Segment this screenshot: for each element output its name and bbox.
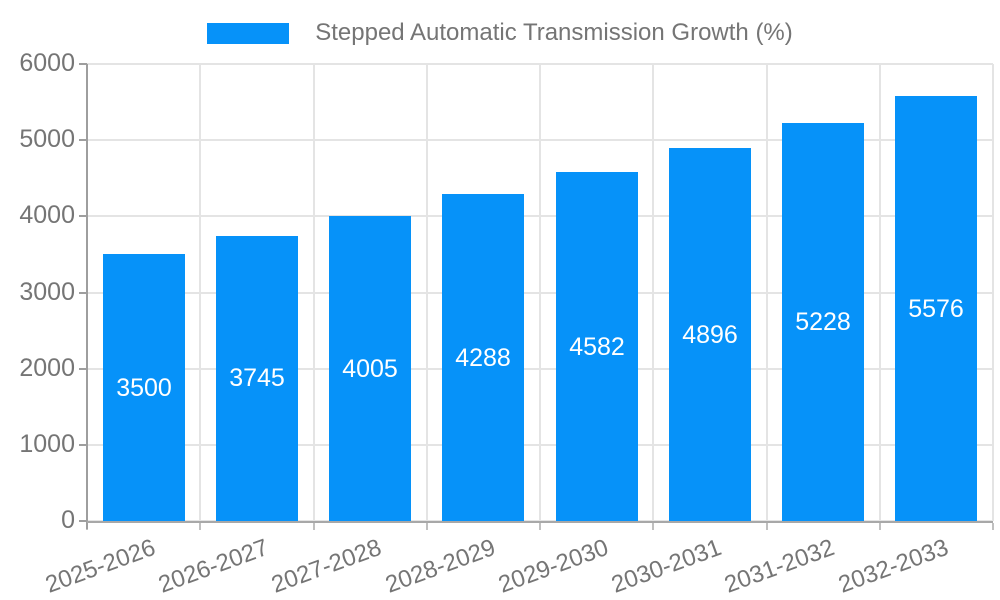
bar — [329, 216, 411, 521]
x-axis-tick — [765, 523, 768, 530]
y-tick-label: 5000 — [19, 125, 75, 154]
y-tick-label: 4000 — [19, 201, 75, 230]
x-axis-tick — [878, 523, 881, 530]
bar-value-label: 3500 — [116, 373, 172, 402]
y-tick-label: 1000 — [19, 429, 75, 458]
gridline-vertical — [878, 64, 881, 521]
gridline-vertical — [312, 64, 315, 521]
x-axis-tick — [992, 523, 994, 530]
y-tick-label: 3000 — [19, 277, 75, 306]
gridline-vertical — [765, 64, 768, 521]
y-axis-tick — [79, 367, 87, 370]
bar — [895, 96, 977, 521]
bar — [442, 194, 524, 521]
bar-value-label: 5576 — [908, 294, 964, 323]
bar — [556, 172, 638, 521]
chart-legend: Stepped Automatic Transmission Growth (%… — [0, 20, 1000, 46]
y-axis-tick — [79, 63, 87, 65]
bar — [103, 254, 185, 521]
bar-value-label: 5228 — [795, 307, 851, 336]
bar-value-label: 4896 — [682, 320, 738, 349]
legend-swatch — [207, 22, 290, 44]
bar — [669, 148, 751, 521]
y-axis-tick — [79, 291, 87, 294]
x-tick-label: 2029-2030 — [494, 534, 612, 599]
x-tick-label: 2028-2029 — [381, 534, 499, 599]
x-axis-tick — [312, 523, 315, 530]
x-tick-label: 2030-2031 — [608, 534, 726, 599]
gridline-vertical — [992, 64, 994, 521]
bar — [782, 122, 864, 521]
gridline-vertical — [425, 64, 428, 521]
gridline-vertical — [199, 64, 202, 521]
gridline-vertical — [539, 64, 541, 521]
legend-label: Stepped Automatic Transmission Growth (%… — [315, 19, 793, 46]
x-tick-label: 2031-2032 — [721, 534, 839, 599]
x-tick-label: 2027-2028 — [268, 534, 386, 599]
bar-value-label: 4005 — [342, 354, 398, 383]
y-axis-tick — [79, 215, 87, 218]
x-tick-label: 2026-2027 — [155, 534, 273, 599]
bar-value-label: 3745 — [229, 364, 285, 393]
y-axis-tick — [79, 520, 87, 522]
bar-value-label: 4288 — [455, 343, 511, 372]
bar-value-label: 4582 — [569, 332, 625, 361]
x-tick-label: 2032-2033 — [834, 534, 952, 599]
y-tick-label: 2000 — [19, 353, 75, 382]
y-tick-label: 6000 — [19, 49, 75, 77]
y-axis-line — [86, 64, 88, 529]
gridline-vertical — [652, 64, 655, 521]
y-axis-tick — [79, 443, 87, 446]
legend-item[interactable]: Stepped Automatic Transmission Growth (%… — [207, 20, 793, 46]
y-axis-tick — [79, 139, 87, 142]
bar — [216, 235, 298, 521]
x-tick-label: 2025-2026 — [41, 534, 159, 599]
x-axis-tick — [652, 523, 655, 530]
x-axis-tick — [425, 523, 428, 530]
x-axis-line — [87, 521, 993, 523]
x-axis-tick — [199, 523, 202, 530]
y-tick-label: 0 — [61, 506, 75, 534]
x-axis-tick — [539, 523, 541, 530]
